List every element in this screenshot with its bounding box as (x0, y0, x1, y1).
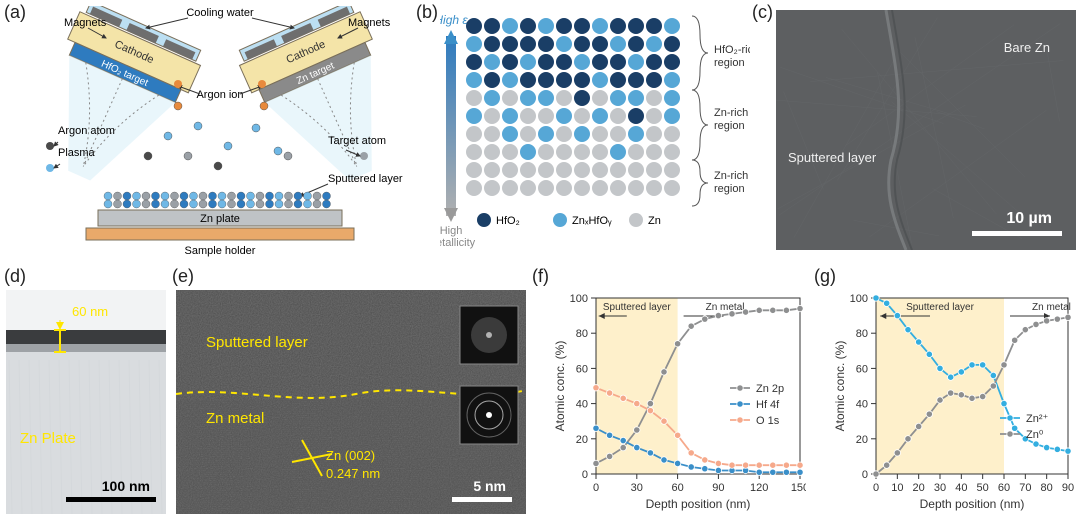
svg-text:150: 150 (791, 482, 806, 494)
svg-text:30: 30 (934, 482, 946, 494)
panel-label-e: (e) (172, 266, 194, 287)
svg-text:20: 20 (576, 434, 588, 446)
svg-text:Sputtered layer: Sputtered layer (603, 302, 671, 313)
svg-text:ZnₓHfOᵧ: ZnₓHfOᵧ (572, 215, 612, 227)
figure-root: (a) (b) (c) (d) (e) (f) (g) CathodeHfO₂ … (0, 0, 1080, 521)
svg-text:Zn: Zn (648, 215, 661, 227)
svg-text:0: 0 (582, 469, 588, 481)
svg-text:Hf 4f: Hf 4f (756, 399, 780, 411)
label-sputtered-layer: Sputtered layer (788, 150, 876, 165)
svg-text:Zn metal: Zn metal (1032, 302, 1071, 313)
label-zn-plate: Zn Plate (20, 430, 76, 447)
svg-text:40: 40 (576, 399, 588, 411)
svg-text:Zn²⁺: Zn²⁺ (1026, 413, 1049, 425)
svg-text:90: 90 (712, 482, 724, 494)
svg-text:High ε: High ε (440, 13, 468, 27)
svg-text:70: 70 (1019, 482, 1031, 494)
svg-text:60: 60 (856, 363, 868, 375)
scalebar-c (972, 231, 1062, 236)
label-sputtered-e: Sputtered layer (206, 334, 308, 351)
svg-text:60: 60 (671, 482, 683, 494)
panel-f-chart: 0 30 60 90 120 150 0 20 40 60 80 100 Depth position … (550, 284, 806, 514)
svg-text:100: 100 (850, 293, 868, 305)
scalebar-c-label: 10 µm (1006, 210, 1052, 228)
panel-b: High εHighmetallicityHfO₂-richregionZn-r… (440, 6, 750, 260)
svg-text:Zn⁰: Zn⁰ (1026, 429, 1044, 441)
svg-text:Depth position (nm): Depth position (nm) (920, 497, 1025, 511)
panel-label-c: (c) (752, 2, 773, 23)
svg-text:Target atom: Target atom (328, 135, 386, 147)
svg-text:Depth position (nm): Depth position (nm) (646, 497, 751, 511)
label-plane: Zn (002) (326, 448, 375, 463)
svg-text:Atomic conc. (%): Atomic conc. (%) (833, 341, 847, 432)
svg-text:metallicity: metallicity (440, 237, 476, 249)
svg-text:100: 100 (570, 293, 588, 305)
svg-text:Argon atom: Argon atom (58, 125, 115, 137)
svg-text:High: High (440, 225, 462, 237)
svg-text:120: 120 (750, 482, 768, 494)
panel-g-chart: 0 10 20 30 40 50 60 70 80 90 0 20 40 60 80 100 Depth pos… (830, 284, 1074, 514)
svg-text:Zn metal: Zn metal (706, 302, 745, 313)
svg-text:0: 0 (593, 482, 599, 494)
svg-text:0: 0 (862, 469, 868, 481)
svg-text:Zn plate: Zn plate (200, 213, 240, 225)
panel-label-f: (f) (532, 266, 549, 287)
svg-text:Plasma: Plasma (58, 147, 96, 159)
panel-label-b: (b) (416, 2, 438, 23)
svg-text:Cooling water: Cooling water (186, 7, 254, 19)
svg-text:50: 50 (977, 482, 989, 494)
svg-text:Atomic conc. (%): Atomic conc. (%) (553, 341, 567, 432)
svg-text:Sputtered layer: Sputtered layer (328, 173, 403, 185)
svg-text:20: 20 (913, 482, 925, 494)
svg-text:Zn-rich oxide: Zn-rich oxide (714, 107, 750, 119)
svg-text:O 1s: O 1s (756, 415, 780, 427)
svg-text:Magnets: Magnets (348, 17, 391, 29)
svg-text:region: region (714, 57, 745, 69)
svg-text:40: 40 (955, 482, 967, 494)
svg-text:region: region (714, 120, 745, 132)
scalebar-e-label: 5 nm (473, 478, 506, 494)
svg-text:HfO₂-rich: HfO₂-rich (714, 44, 750, 56)
panel-label-a: (a) (4, 2, 26, 23)
label-thickness: 60 nm (72, 304, 108, 319)
svg-text:60: 60 (998, 482, 1010, 494)
svg-text:Argon ion: Argon ion (196, 89, 243, 101)
svg-text:Zn-rich: Zn-rich (714, 170, 748, 182)
svg-text:60: 60 (576, 363, 588, 375)
panel-e-tem: Sputtered layer Zn metal Zn (002) 0.247 … (176, 290, 526, 514)
panel-label-d: (d) (4, 266, 26, 287)
panel-a: CathodeHfO₂ targetCathodeZn targetCoolin… (28, 6, 412, 260)
svg-text:80: 80 (576, 328, 588, 340)
gradient-schematic: High εHighmetallicityHfO₂-richregionZn-r… (440, 6, 750, 260)
svg-text:Sputtered layer: Sputtered layer (906, 302, 974, 313)
svg-text:HfO₂: HfO₂ (496, 215, 520, 227)
scalebar-e (452, 497, 512, 502)
svg-text:Sample holder: Sample holder (185, 245, 256, 257)
svg-text:Zn 2p: Zn 2p (756, 383, 784, 395)
svg-text:80: 80 (1041, 482, 1053, 494)
svg-text:region: region (714, 183, 745, 195)
panel-c-sem: Bare Zn Sputtered layer 10 µm (776, 10, 1076, 250)
svg-text:80: 80 (856, 328, 868, 340)
svg-text:40: 40 (856, 399, 868, 411)
svg-text:20: 20 (856, 434, 868, 446)
label-spacing: 0.247 nm (326, 466, 380, 481)
svg-text:30: 30 (631, 482, 643, 494)
zn-valence-chart: 0 10 20 30 40 50 60 70 80 90 0 20 40 60 80 100 Depth pos… (830, 284, 1074, 514)
label-bare-zn: Bare Zn (1004, 40, 1050, 55)
xps-depth-chart: 0 30 60 90 120 150 0 20 40 60 80 100 Depth position … (550, 284, 806, 514)
panel-d-sem: 60 nm Zn Plate 100 nm (6, 290, 166, 514)
label-zn-metal-e: Zn metal (206, 410, 264, 427)
panel-label-g: (g) (814, 266, 836, 287)
sputter-schematic: CathodeHfO₂ targetCathodeZn targetCoolin… (28, 6, 412, 260)
svg-text:Magnets: Magnets (64, 17, 107, 29)
svg-text:10: 10 (891, 482, 903, 494)
scalebar-d-label: 100 nm (102, 478, 150, 494)
svg-text:0: 0 (873, 482, 879, 494)
scalebar-d (66, 497, 156, 502)
svg-text:90: 90 (1062, 482, 1074, 494)
